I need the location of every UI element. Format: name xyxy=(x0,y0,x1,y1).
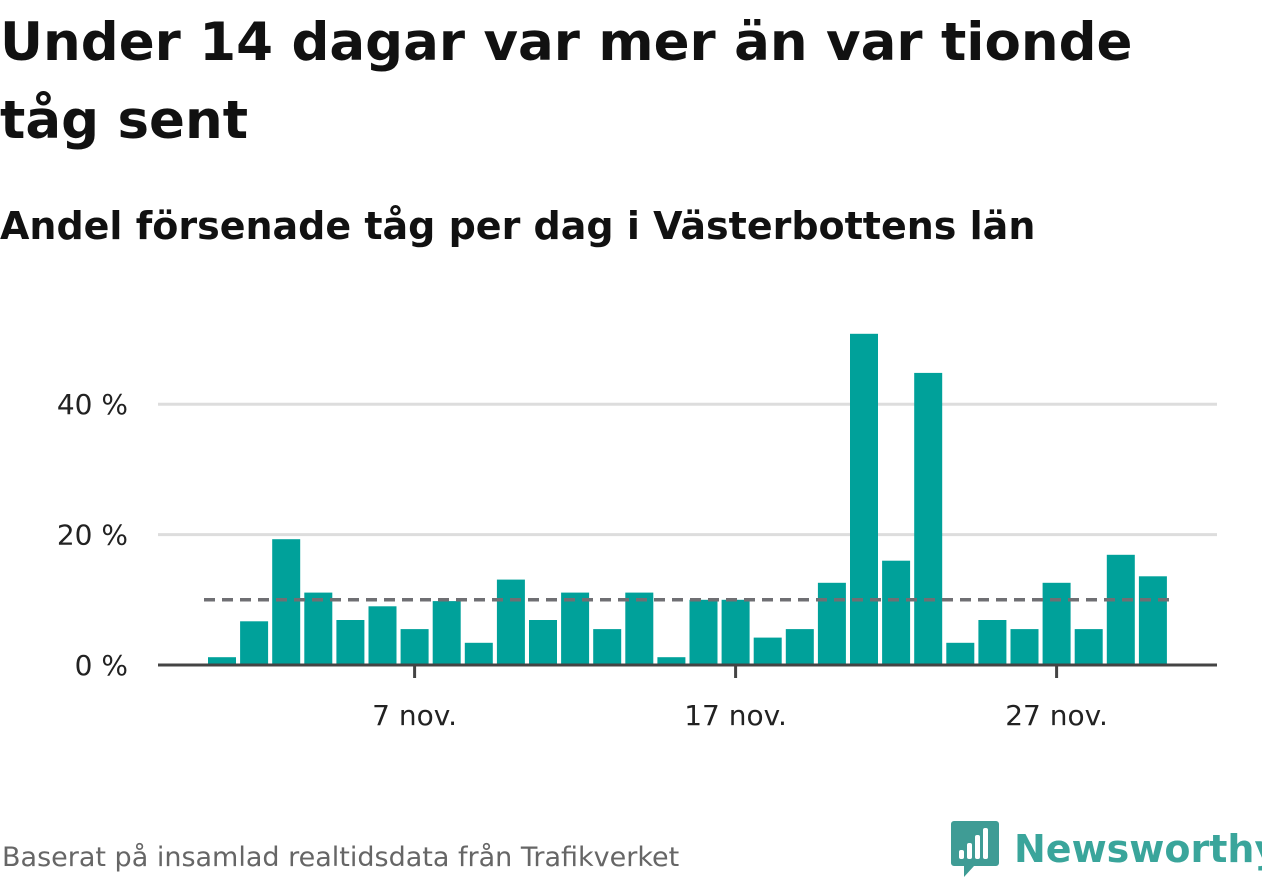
bar xyxy=(753,637,782,665)
y-tick-label: 0 % xyxy=(75,649,128,682)
brand-logo[interactable]: Newsworthy xyxy=(950,818,1262,880)
bar xyxy=(496,579,525,665)
x-tick-label: 7 nov. xyxy=(372,699,457,732)
bar xyxy=(946,642,975,665)
x-axis-labels: 7 nov. 17 nov. 27 nov. xyxy=(372,699,1108,732)
bar xyxy=(208,657,236,665)
x-tick-label: 17 nov. xyxy=(684,699,787,732)
bar xyxy=(240,621,269,665)
chart-subtitle: Andel försenade tåg per dag i Västerbott… xyxy=(0,204,1036,248)
source-note: Baserat på insamlad realtidsdata från Tr… xyxy=(2,842,680,873)
y-tick-label: 20 % xyxy=(57,519,128,552)
y-tick-label: 40 % xyxy=(57,388,128,421)
bar xyxy=(850,333,878,665)
bar xyxy=(529,620,557,665)
bars xyxy=(208,333,1167,665)
bar xyxy=(882,560,911,665)
bar xyxy=(817,582,846,665)
bar xyxy=(304,592,333,665)
bar xyxy=(657,657,686,665)
bar xyxy=(1106,554,1135,665)
bar xyxy=(689,599,718,665)
bar xyxy=(914,372,943,665)
bar xyxy=(1042,582,1071,665)
bar xyxy=(978,620,1007,665)
bar xyxy=(1138,576,1167,665)
bar-chart-speech-bubble-icon xyxy=(951,821,999,877)
bar xyxy=(625,592,654,665)
x-axis xyxy=(158,663,1217,678)
bar xyxy=(561,592,590,665)
bar xyxy=(593,629,622,665)
bar xyxy=(272,539,301,665)
bar xyxy=(336,620,365,665)
bar xyxy=(1010,629,1039,665)
bar xyxy=(785,629,814,665)
bar xyxy=(368,606,397,665)
x-tick-label: 27 nov. xyxy=(1005,699,1108,732)
bar xyxy=(400,629,429,665)
brand-name: Newsworthy xyxy=(1014,827,1262,871)
chart-title: Under 14 dagar var mer än var tionde tåg… xyxy=(0,12,1133,151)
bar xyxy=(464,642,493,665)
bar xyxy=(432,601,461,665)
bar xyxy=(721,599,750,665)
y-axis-labels: 0 % 20 % 40 % xyxy=(57,388,128,682)
bar xyxy=(1074,629,1103,665)
gridlines xyxy=(158,402,1217,537)
